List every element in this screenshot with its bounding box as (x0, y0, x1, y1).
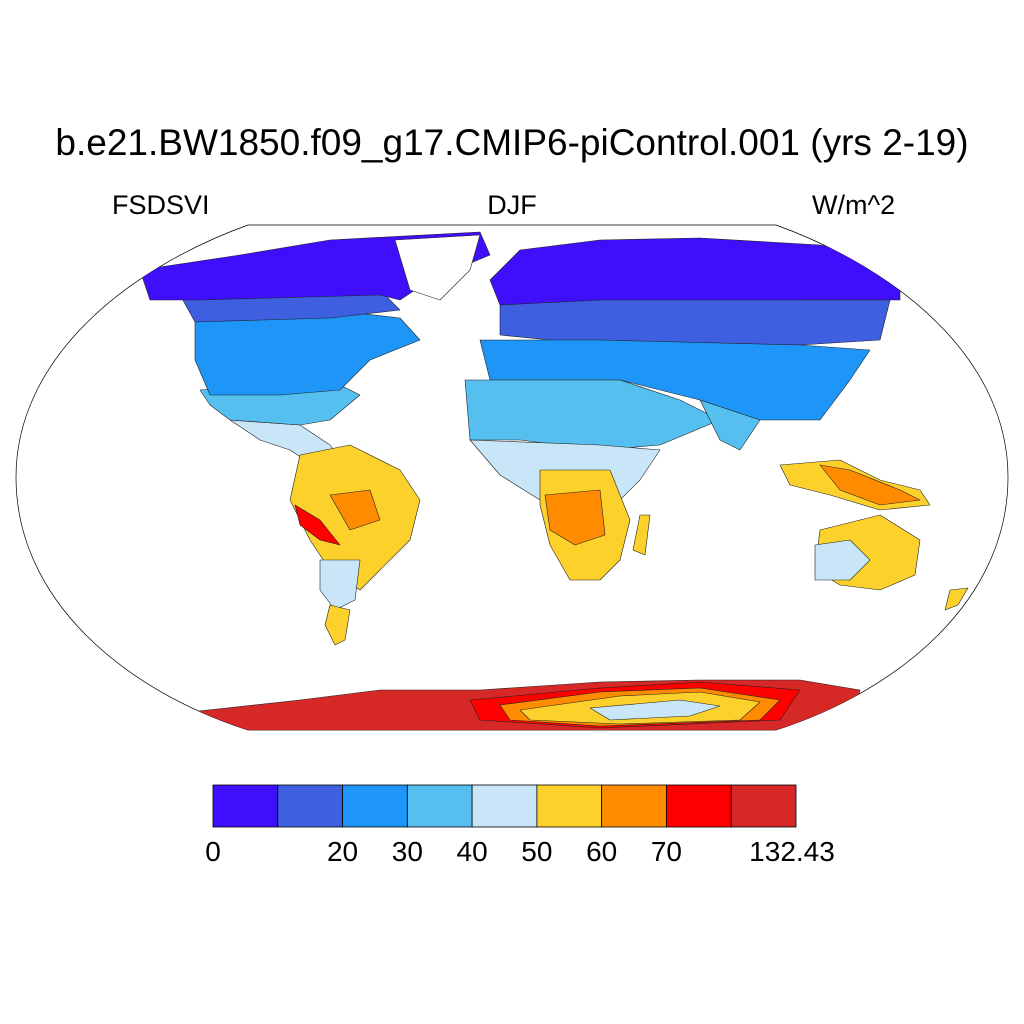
colorbar-box (601, 784, 667, 828)
antarctica-blue (589, 699, 721, 721)
units-label: W/m^2 (812, 190, 896, 220)
south-america-orange (329, 489, 381, 531)
colorbar-box (212, 784, 279, 828)
madagascar (632, 514, 651, 556)
colorbar-tick-label: 70 (650, 836, 683, 867)
eurasia-band-10 (499, 299, 891, 346)
indonesia-orange (819, 464, 921, 506)
colorbar-box (666, 784, 732, 828)
colorbar-tick-label: 30 (391, 836, 423, 867)
australia-west-blue (814, 539, 871, 581)
south-america-red (294, 504, 341, 546)
colorbar-tick-label: 0 (205, 836, 221, 867)
south-america-blue (319, 559, 361, 611)
variable-label: FSDSVI (112, 190, 210, 220)
colorbar-tick-label: 132.43 (749, 836, 835, 867)
eurasia-arctic (489, 237, 901, 306)
colorbar-tick-label: 40 (456, 836, 488, 867)
colorbar-tick-label: 60 (586, 836, 618, 867)
south-america-tip (324, 604, 351, 646)
north-africa-band (464, 379, 721, 451)
colorbar-box (536, 784, 603, 828)
colorbar-tick-label: 20 (326, 836, 359, 867)
colorbar-box (342, 784, 408, 828)
new-zealand (944, 587, 969, 611)
colorbar-tick-label: 50 (521, 836, 553, 867)
india (699, 399, 761, 451)
colorbar-box (277, 784, 343, 828)
africa-orange (544, 489, 606, 546)
greenland (394, 234, 481, 301)
season-label: DJF (487, 190, 537, 220)
plot-title: b.e21.BW1850.f09_g17.CMIP6-piControl.001… (55, 122, 969, 163)
colorbar-box (730, 784, 797, 828)
colorbar-box (406, 784, 473, 828)
colorbar-box (471, 784, 538, 828)
